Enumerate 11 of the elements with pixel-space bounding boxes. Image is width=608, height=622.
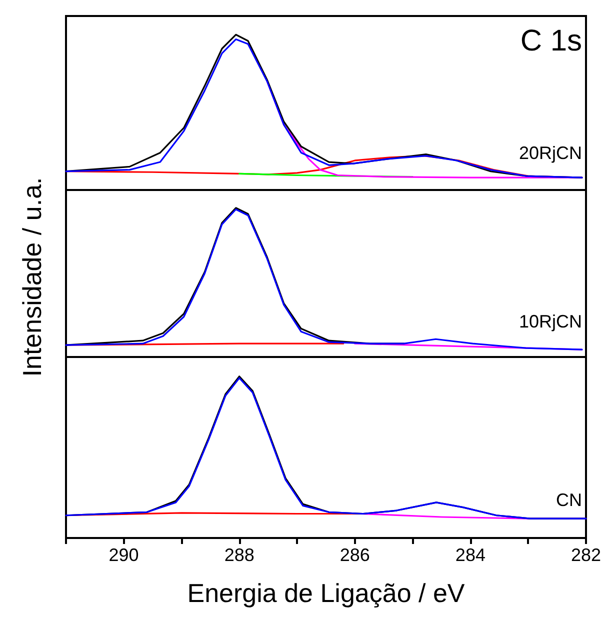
annotation: 20RjCN bbox=[518, 143, 582, 164]
y-axis-title: Intensidade / u.a. bbox=[17, 177, 47, 377]
annotation: C 1s bbox=[520, 24, 582, 58]
x-tick-label: 282 bbox=[570, 545, 602, 565]
x-tick-label: 288 bbox=[224, 545, 254, 565]
x-tick-label: 290 bbox=[108, 545, 139, 565]
x-axis-title: Energia de Ligação / eV bbox=[187, 578, 466, 608]
annotation: CN bbox=[556, 490, 582, 510]
x-tick-label: 284 bbox=[455, 545, 486, 565]
x-tick-label: 286 bbox=[340, 545, 370, 565]
annotation: 10RjCN bbox=[518, 312, 582, 332]
